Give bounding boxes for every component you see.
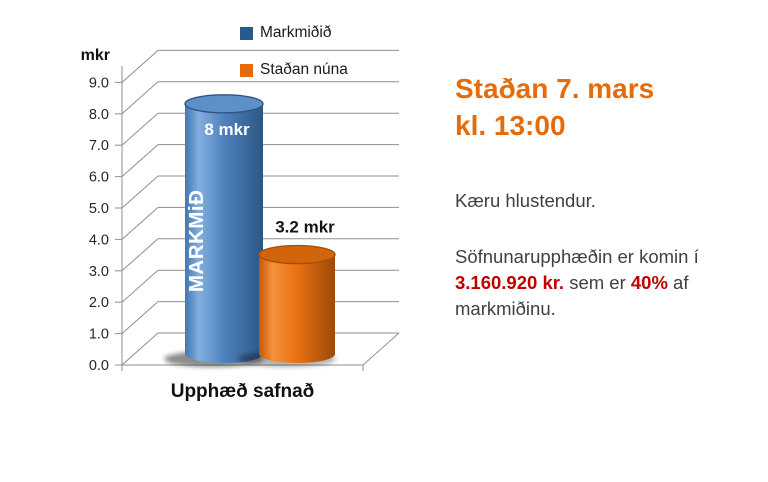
- legend-label-current: Staðan núna: [260, 61, 348, 78]
- cylinder-top-cap: [258, 244, 336, 265]
- data-label-goal: 8 mkr: [204, 120, 250, 139]
- y-tick-label: 6.0: [89, 170, 109, 186]
- status-heading-line2: kl. 13:00: [455, 110, 566, 141]
- fundraising-chart: 0.0 1.0 2.0 3.0 4.0 5.0 6.0 7.0 8.0 9.0 mkr Upphæð …: [81, 24, 400, 402]
- status-heading-line1: Staðan 7. mars: [455, 73, 655, 104]
- gridline-diagonal: [121, 50, 159, 83]
- y-tick-label: 3.0: [89, 264, 109, 280]
- cylinder-vertical-label: MARKMiÐ: [185, 190, 208, 293]
- data-label-current: 3.2 mkr: [275, 218, 335, 237]
- cylinder-body-orange: [259, 254, 335, 354]
- chart-plot-area: 0.0 1.0 2.0 3.0 4.0 5.0 6.0 7.0 8.0 9.0 mkr Upphæð …: [81, 47, 400, 402]
- gridline-diagonal: [121, 207, 159, 240]
- para-after: af markmiðinu.: [455, 272, 689, 319]
- gridline-diagonal: [121, 112, 159, 146]
- gridline-diagonal: [121, 332, 159, 366]
- percent-value: 40%: [630, 272, 668, 293]
- y-tick-label: 5.0: [89, 201, 109, 217]
- chart-legend: Markmiðið Staðan núna: [240, 24, 348, 79]
- status-paragraph: Söfnunarupphæðin er komin í 3.160.920 kr…: [455, 244, 747, 322]
- greeting-text: Kæru hlustendur.: [455, 190, 596, 211]
- para-mid: sem er: [564, 272, 631, 293]
- y-tick-label: 2.0: [89, 295, 109, 311]
- amount-value: 3.160.920 kr.: [455, 272, 565, 293]
- cylinder-body-blue: [185, 103, 263, 354]
- y-tick-label: 9.0: [89, 75, 109, 91]
- y-axis-title: mkr: [81, 47, 110, 64]
- para-before: Söfnunarupphæðin er komin í: [455, 246, 699, 267]
- status-heading: Staðan 7. mars kl. 13:00: [455, 70, 654, 144]
- gridline-diagonal: [121, 269, 159, 303]
- legend-swatch-current: [240, 63, 253, 77]
- legend-item-goal: Markmiðið: [240, 24, 348, 42]
- x-axis-title: Upphæð safnað: [171, 381, 315, 402]
- legend-item-current: Staðan núna: [240, 61, 348, 79]
- legend-label-goal: Markmiðið: [260, 24, 332, 41]
- gridline-diagonal: [121, 238, 159, 272]
- gridline-diagonal: [121, 144, 159, 177]
- gridline-diagonal: [121, 301, 159, 334]
- y-tick-label: 4.0: [89, 232, 109, 248]
- y-tick-label: 1.0: [89, 327, 109, 343]
- cylinder-top-cap: [184, 94, 264, 114]
- legend-swatch-goal: [240, 26, 253, 40]
- y-tick-label: 0.0: [89, 358, 109, 374]
- gridline-diagonal: [121, 81, 159, 115]
- y-tick-label: 8.0: [89, 107, 109, 123]
- gridline-diagonal: [121, 175, 159, 209]
- floor-right-edge: [362, 332, 400, 366]
- y-tick-label: 7.0: [89, 138, 109, 154]
